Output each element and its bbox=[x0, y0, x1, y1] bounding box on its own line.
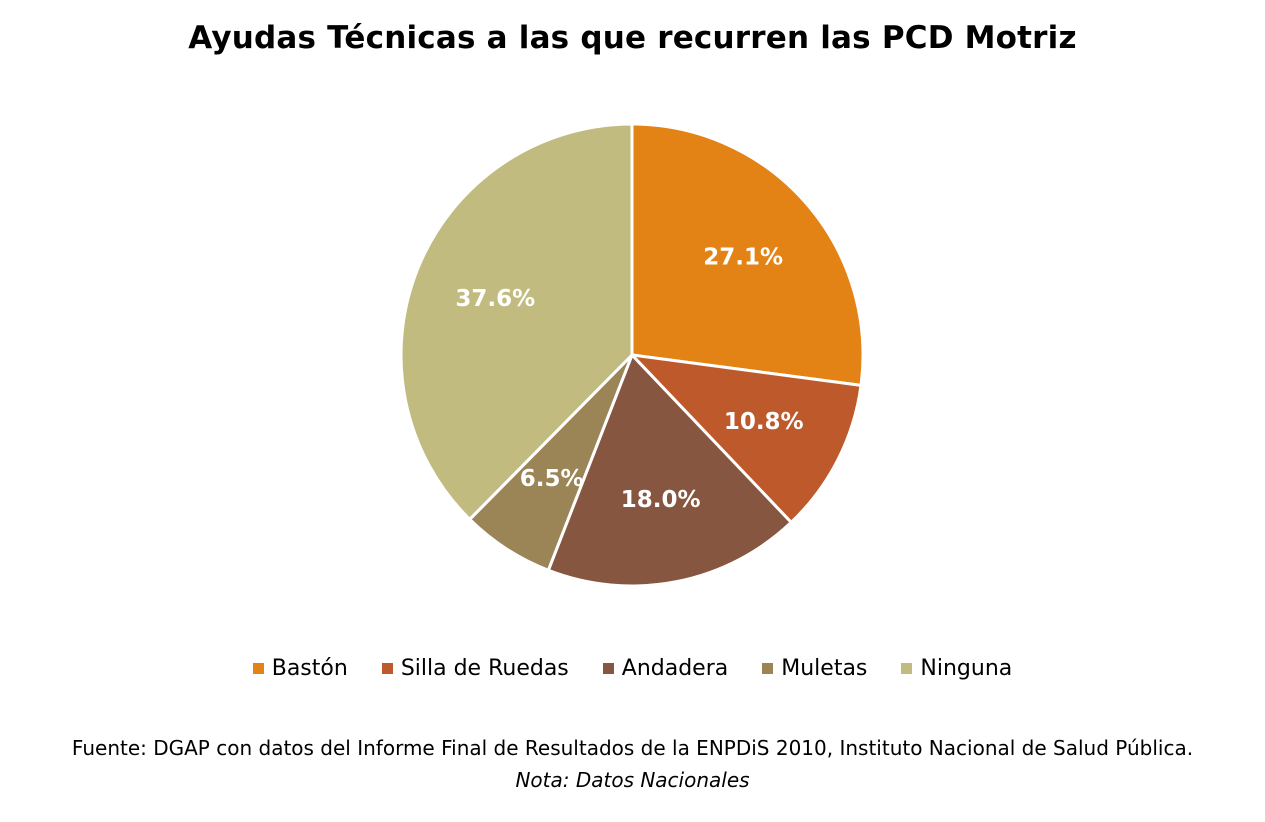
pie-slice-andadera bbox=[546, 353, 793, 588]
data-label-baston: 27.1% bbox=[703, 245, 783, 271]
pie-slices bbox=[399, 122, 865, 588]
source-note: Fuente: DGAP con datos del Informe Final… bbox=[71, 736, 1194, 760]
legend-swatch bbox=[602, 663, 614, 674]
data-label-andadera: 18.0% bbox=[621, 487, 701, 513]
legend-label: Ninguna bbox=[920, 656, 1013, 681]
legend-label: Andadera bbox=[621, 656, 729, 681]
legend-swatch bbox=[381, 663, 393, 674]
legend-label: Muletas bbox=[781, 656, 868, 681]
legend-item-muletas: Muletas bbox=[762, 656, 867, 681]
pie-slice-baston bbox=[630, 122, 865, 387]
chart-title: Ayudas Técnicas a las que recurren las P… bbox=[188, 20, 1077, 56]
pie-slice-ninguna bbox=[399, 122, 634, 521]
pie-labels: 27.1% 10.8% 18.0% 6.5% 37.6% bbox=[455, 245, 803, 513]
legend-swatch bbox=[762, 663, 774, 674]
legend-item-silla-de-ruedas: Silla de Ruedas bbox=[381, 656, 569, 681]
legend-swatch bbox=[252, 663, 264, 674]
legend-item-baston: Bastón bbox=[252, 656, 348, 681]
data-label-muletas: 6.5% bbox=[520, 466, 584, 492]
pie-chart: 27.1% 10.8% 18.0% 6.5% 37.6% bbox=[399, 122, 865, 588]
data-label-ninguna: 37.6% bbox=[455, 286, 535, 312]
legend: Bastón Silla de Ruedas Andadera Muletas Ning… bbox=[0, 656, 1265, 681]
legend-label: Bastón bbox=[271, 656, 348, 681]
legend-swatch bbox=[901, 663, 913, 674]
data-note: Nota: Datos Nacionales bbox=[515, 768, 750, 792]
pie-slice-silla-de-ruedas bbox=[630, 353, 863, 524]
legend-item-andadera: Andadera bbox=[602, 656, 729, 681]
legend-label: Silla de Ruedas bbox=[400, 656, 569, 681]
data-label-silla-de-ruedas: 10.8% bbox=[724, 409, 804, 435]
legend-item-ninguna: Ninguna bbox=[901, 656, 1012, 681]
